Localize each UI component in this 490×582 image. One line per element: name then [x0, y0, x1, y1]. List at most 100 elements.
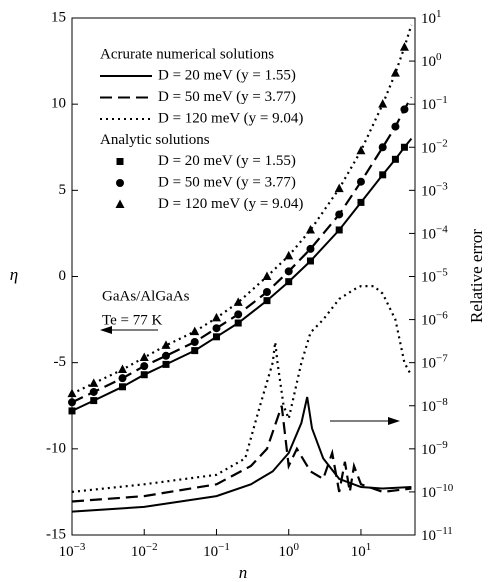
marker-circle	[118, 374, 127, 383]
y2-tick-label-exponent: −10	[436, 481, 454, 493]
legend-label: D = 120 meV (y = 9.04)	[158, 196, 303, 212]
marker-square	[306, 257, 314, 265]
y2-tick-label-base: 10	[421, 485, 436, 501]
y2-tick-label: 10−4	[421, 223, 448, 243]
x-tick-label-exponent: −1	[218, 541, 230, 553]
marker-square	[285, 278, 293, 286]
marker-circle	[391, 122, 400, 131]
y2-tick-label: 10−2	[421, 137, 448, 157]
y-tick-label: 5	[59, 182, 67, 198]
marker-triangle	[211, 312, 221, 322]
marker-square	[335, 226, 343, 234]
marker-triangle	[356, 145, 366, 155]
marker-triangle	[139, 352, 149, 361]
y2-tick-label: 10−6	[421, 309, 448, 329]
y-tick-label: 0	[59, 268, 67, 284]
x-tick-label: 100	[278, 541, 299, 561]
marker-triangle	[161, 340, 171, 349]
arrow-left	[100, 326, 158, 334]
y2-tick-label-exponent: −7	[436, 352, 448, 364]
y2-tick-label-exponent: −1	[436, 94, 448, 106]
legend-label: D = 120 meV (y = 9.04)	[158, 110, 303, 126]
marker-square	[391, 155, 399, 163]
y-tick-label: 10	[51, 96, 66, 112]
marker-circle	[378, 143, 387, 152]
marker-circle	[284, 267, 293, 276]
marker-square	[263, 297, 271, 305]
marker-square	[68, 407, 76, 415]
y2-tick-label: 100	[421, 51, 442, 71]
marker-square	[116, 158, 124, 165]
y2-tick-label-exponent: −3	[436, 180, 448, 192]
x-tick-label-base: 10	[278, 544, 293, 560]
marker-square	[140, 371, 148, 379]
marker-circle	[306, 244, 315, 253]
marker-square	[357, 198, 365, 206]
y-tick-label: -15	[46, 526, 66, 542]
y2-tick-label: 10−11	[421, 525, 453, 545]
marker-circle	[190, 337, 199, 346]
marker-square	[212, 333, 220, 341]
y2-tick-label-exponent: −11	[436, 525, 453, 537]
x-tick-label-exponent: 0	[293, 541, 299, 553]
marker-circle	[161, 351, 170, 360]
marker-circle	[400, 105, 409, 114]
y2-tick-label: 10−3	[421, 180, 448, 200]
y2-axis-label: Relative error	[467, 229, 486, 323]
marker-triangle	[390, 68, 400, 77]
x-axis-label: n	[239, 563, 248, 582]
y2-tick-label-exponent: −2	[436, 137, 448, 149]
legend-label: D = 50 meV (y = 3.77)	[158, 174, 296, 190]
marker-triangle	[233, 297, 243, 306]
marker-circle	[68, 398, 76, 407]
y2-tick-label: 10−10	[421, 481, 454, 501]
annotation: Te = 77 K	[102, 312, 162, 328]
marker-square	[379, 171, 387, 179]
x-tick-label: 10−3	[59, 541, 86, 561]
y-tick-label: -10	[46, 440, 66, 456]
y2-tick-label-base: 10	[421, 442, 436, 458]
marker-triangle	[190, 326, 200, 336]
y2-tick-label: 10−7	[421, 352, 448, 372]
marker-circle	[212, 324, 221, 333]
marker-triangle	[305, 224, 315, 234]
y2-tick-label-base: 10	[421, 98, 436, 114]
y2-tick-label-base: 10	[421, 184, 436, 200]
marker-circle	[335, 210, 344, 219]
x-tick-label: 10−2	[131, 541, 158, 561]
y-axis-label: η	[10, 265, 18, 284]
y2-tick-label-base: 10	[421, 313, 436, 329]
y2-tick-label-base: 10	[421, 270, 436, 286]
y2-tick-label-exponent: −5	[436, 266, 448, 278]
marker-square	[191, 347, 199, 355]
marker-square	[400, 143, 408, 151]
marker-circle	[140, 362, 149, 371]
y2-tick-label-base: 10	[421, 227, 436, 243]
x-tick-label-base: 10	[203, 544, 218, 560]
y2-tick-label-exponent: −6	[436, 309, 448, 321]
marker-circle	[356, 177, 365, 186]
y2-tick-label-exponent: 0	[436, 51, 442, 63]
x-tick-label-exponent: −3	[74, 541, 86, 553]
y2-tick-label: 10−9	[421, 438, 448, 458]
marker-triangle	[284, 250, 294, 260]
marker-triangle	[334, 183, 344, 193]
y-tick-label: -5	[54, 354, 67, 370]
x-tick-label-base: 10	[131, 544, 146, 560]
y2-tick-label-base: 10	[421, 55, 436, 71]
y2-tick-label-base: 10	[421, 356, 436, 372]
arrow-right	[330, 417, 400, 425]
y2-tick-label-exponent: 1	[436, 8, 442, 20]
x-tick-label-base: 10	[59, 544, 74, 560]
error-line	[71, 396, 412, 513]
marker-triangle	[378, 99, 388, 108]
marker-circle	[234, 310, 243, 319]
y2-tick-label-exponent: −8	[436, 395, 448, 407]
marker-triangle	[399, 42, 409, 51]
legend-title: Analytic solutions	[100, 132, 210, 148]
marker-square	[90, 397, 98, 405]
legend-label: D = 50 meV (y = 3.77)	[158, 89, 296, 105]
marker-square	[118, 383, 126, 391]
x-tick-label-exponent: 1	[366, 541, 372, 553]
